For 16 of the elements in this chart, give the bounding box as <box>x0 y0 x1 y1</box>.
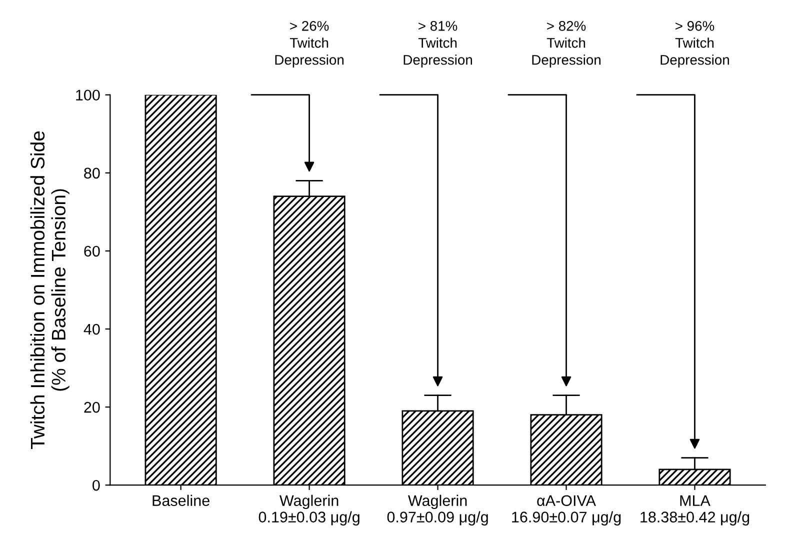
x-tick-label: Waglerin 0.19±0.03 μg/g <box>258 494 360 526</box>
y-axis-title: Twitch Inhibition on Immobilized Side (% of Baseline Tension) <box>30 131 70 449</box>
y-tick-label: 20 <box>84 402 100 413</box>
x-tick-label: Waglerin 0.97±0.09 μg/g <box>387 494 488 526</box>
y-tick-label: 80 <box>84 168 100 179</box>
text: > 26% Twitch Depression <box>275 21 344 68</box>
y-tick-label: 40 <box>84 324 100 335</box>
text: > 81% Twitch Depression <box>404 21 472 68</box>
y-tick-label: 100 <box>76 90 100 101</box>
x-tick-label: αA-OIVA 16.90±0.07 μg/g <box>512 495 621 526</box>
y-tick-label: 0 <box>92 480 100 491</box>
text: > 96% Twitch Depression <box>660 21 729 68</box>
y-tick-label: 60 <box>84 246 100 257</box>
x-tick-label: Baseline <box>152 494 210 506</box>
x-tick-label: MLA 18.38±0.42 μg/g <box>640 495 750 526</box>
text: > 82% Twitch Depression <box>532 21 600 68</box>
